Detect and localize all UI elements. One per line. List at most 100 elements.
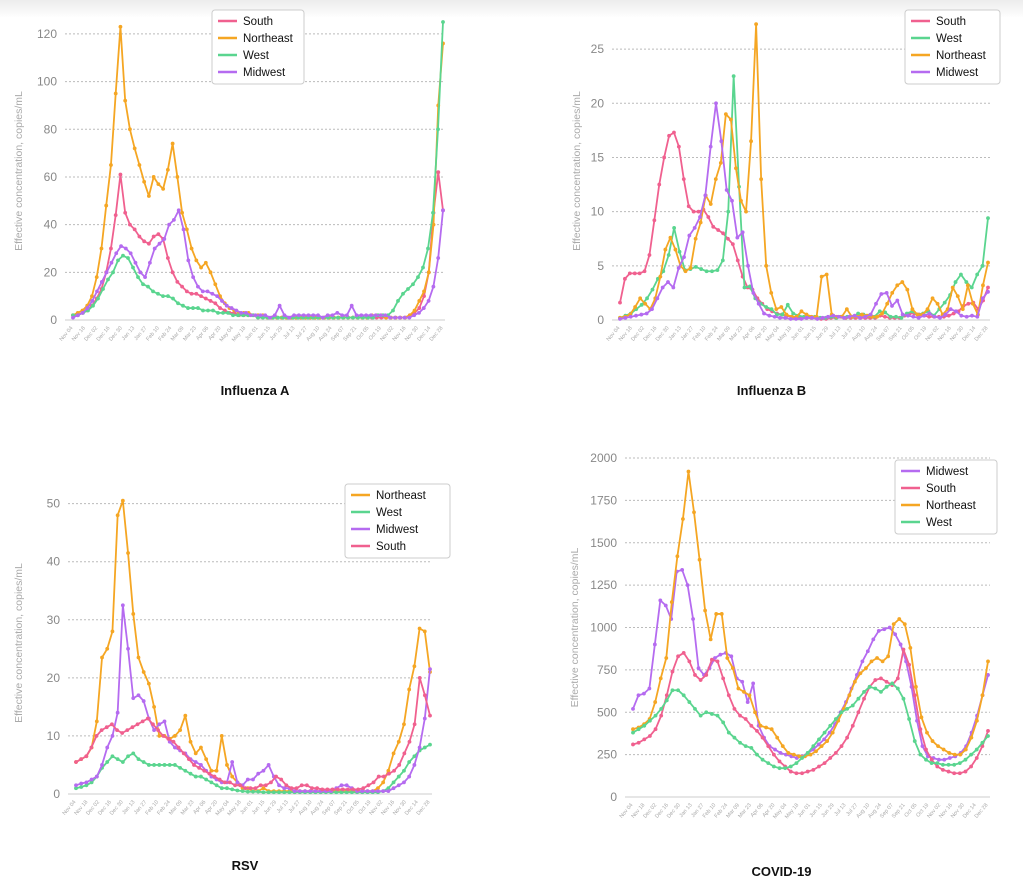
data-point <box>244 310 248 315</box>
data-point <box>980 263 985 268</box>
data-point <box>84 783 89 788</box>
data-point <box>696 209 701 214</box>
data-point <box>657 182 662 187</box>
data-point <box>670 669 675 674</box>
data-point <box>804 315 809 320</box>
data-point <box>814 749 818 754</box>
data-point <box>299 783 304 788</box>
data-point <box>209 768 214 773</box>
legend-label: West <box>376 507 403 519</box>
data-point <box>225 763 229 767</box>
data-point <box>777 759 782 764</box>
chart-svg-influenza-a: 0 20 40 60 80 100 120 Effective concentration, … <box>13 9 445 343</box>
data-point <box>119 244 123 248</box>
data-point <box>383 313 388 318</box>
data-point <box>769 727 774 732</box>
data-point <box>742 690 746 694</box>
data-point <box>422 629 427 634</box>
data-point <box>208 299 213 303</box>
data-point <box>759 177 764 182</box>
data-point <box>677 249 682 254</box>
data-point <box>294 786 299 791</box>
data-point <box>766 744 771 749</box>
data-point <box>636 693 641 698</box>
data-point <box>969 752 973 757</box>
data-point <box>194 258 199 263</box>
data-point <box>79 757 84 762</box>
data-point <box>268 315 272 320</box>
data-point <box>248 786 253 791</box>
data-point <box>900 312 905 317</box>
data-point <box>95 289 99 294</box>
data-point <box>421 306 426 310</box>
data-point <box>263 783 268 788</box>
data-point <box>344 783 349 788</box>
data-point <box>219 786 224 791</box>
data-point <box>152 763 156 767</box>
data-point <box>986 216 990 221</box>
data-point <box>189 291 194 296</box>
data-point <box>884 684 889 689</box>
legend-label: Northeast <box>243 33 294 45</box>
data-point <box>833 717 838 721</box>
data-point <box>681 517 685 521</box>
y-tick-label: 750 <box>597 663 617 677</box>
data-point <box>842 315 846 320</box>
data-point <box>664 698 669 703</box>
data-point <box>306 313 311 318</box>
data-point <box>311 313 316 318</box>
data-point <box>397 763 402 767</box>
data-point <box>820 315 825 320</box>
y-tick-label: 25 <box>591 42 605 56</box>
data-point <box>407 774 412 779</box>
y-axis-label: Effective concentration, copies/mL <box>571 91 583 251</box>
data-point <box>392 768 396 773</box>
data-point <box>899 315 904 320</box>
y-tick-label: 250 <box>597 748 617 762</box>
legend-label: West <box>926 517 953 529</box>
data-point <box>230 774 235 779</box>
data-point <box>199 294 203 299</box>
data-point <box>213 301 218 306</box>
data-point <box>360 789 365 793</box>
data-point <box>704 710 709 715</box>
data-point <box>672 130 676 135</box>
data-point <box>970 313 974 318</box>
data-point <box>402 751 407 756</box>
data-point <box>359 313 364 318</box>
data-point <box>887 625 892 630</box>
data-point <box>370 789 375 793</box>
data-point <box>407 687 412 692</box>
data-point <box>364 313 369 318</box>
data-point <box>175 279 180 284</box>
data-point <box>113 213 118 218</box>
legend: Midwest South Northeast West <box>894 459 998 535</box>
data-point <box>676 144 681 149</box>
data-point <box>691 617 695 621</box>
data-point <box>110 629 115 634</box>
data-point <box>301 313 306 318</box>
data-point <box>171 739 176 744</box>
data-point <box>744 209 748 214</box>
data-point <box>204 757 209 762</box>
data-point <box>658 598 663 603</box>
series-line <box>75 604 431 792</box>
data-point <box>882 627 887 632</box>
data-point <box>642 269 647 274</box>
data-point <box>732 735 737 740</box>
data-point <box>888 314 893 319</box>
data-point <box>895 283 900 288</box>
data-point <box>681 693 686 698</box>
data-point <box>927 311 932 316</box>
data-point <box>852 679 857 684</box>
data-point <box>99 728 104 733</box>
data-point <box>808 752 813 757</box>
data-point <box>130 725 135 730</box>
data-point <box>188 739 193 744</box>
data-point <box>986 728 990 733</box>
data-point <box>634 313 638 318</box>
data-point <box>873 686 878 691</box>
data-point <box>84 780 89 785</box>
data-point <box>181 303 185 308</box>
